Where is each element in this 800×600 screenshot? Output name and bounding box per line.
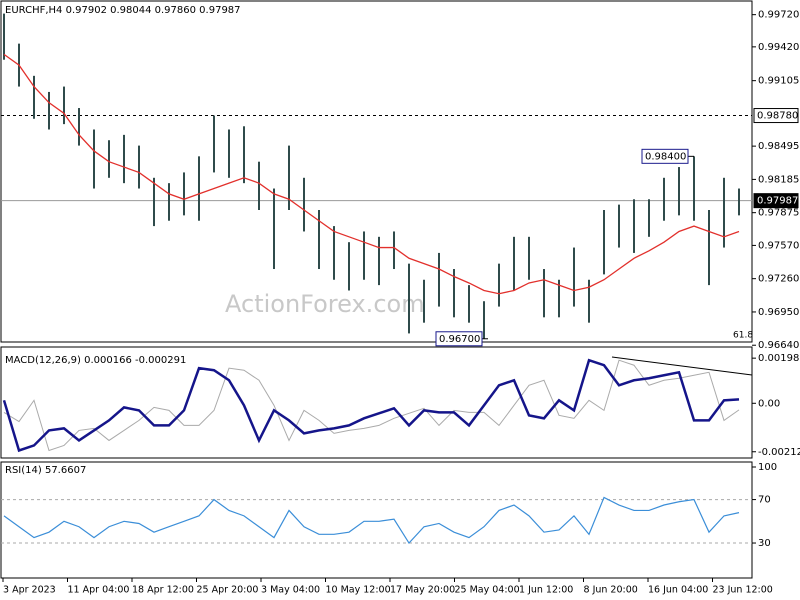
y-tick-label: 0.96950 bbox=[758, 307, 799, 318]
x-tick-label: 10 May 12:00 bbox=[326, 585, 391, 596]
y-tick-label: 0.00198 bbox=[758, 353, 799, 364]
chart-title: EURCHF,H4 0.97902 0.98044 0.97860 0.9798… bbox=[5, 5, 241, 16]
x-tick-label: 11 Apr 04:00 bbox=[68, 585, 130, 596]
macd-line bbox=[3, 359, 740, 452]
y-tick-label: 100 bbox=[758, 462, 777, 473]
y-tick-label: 0.97260 bbox=[758, 274, 799, 285]
x-tick-label: 1 Jun 12:00 bbox=[519, 585, 573, 596]
price-panel bbox=[0, 0, 753, 343]
level-label-box bbox=[753, 108, 799, 124]
x-tick-label: 8 Jun 20:00 bbox=[584, 585, 638, 596]
y-tick-label: 0.98185 bbox=[758, 174, 799, 185]
x-tick-label: 18 Apr 12:00 bbox=[132, 585, 194, 596]
annotation-box bbox=[641, 148, 689, 164]
macd-title: MACD(12,26,9) 0.000166 -0.000291 bbox=[5, 355, 186, 366]
x-tick-label: 16 Jun 04:00 bbox=[648, 585, 708, 596]
x-tick-label: 17 May 20:00 bbox=[390, 585, 455, 596]
macd-line bbox=[2, 358, 740, 453]
y-tick-label: 0.97570 bbox=[758, 240, 799, 251]
y-tick-label: 0.96640 bbox=[758, 340, 799, 351]
level-label-box bbox=[753, 193, 799, 209]
y-tick-label: 0.99105 bbox=[758, 76, 799, 87]
x-tick-label: 25 Apr 20:00 bbox=[197, 585, 259, 596]
y-tick-label: 0.99720 bbox=[758, 10, 799, 21]
annotation-box bbox=[435, 331, 483, 347]
x-tick-label: 25 May 04:00 bbox=[455, 585, 520, 596]
y-tick-label: 0.99420 bbox=[758, 42, 799, 53]
macd-panel bbox=[0, 346, 753, 459]
rsi-title: RSI(14) 57.6607 bbox=[5, 465, 86, 476]
annotation: 0.96700 bbox=[439, 334, 480, 345]
x-tick-label: 3 May 04:00 bbox=[261, 585, 320, 596]
y-tick-label: 0.98495 bbox=[758, 141, 799, 152]
x-tick-label: 3 Apr 2023 bbox=[3, 585, 56, 596]
rsi-line bbox=[3, 496, 740, 545]
moving-average bbox=[3, 53, 740, 295]
macd-trendline bbox=[611, 356, 753, 376]
level-label: 0.97987 bbox=[757, 196, 798, 207]
annotation: 0.98400 bbox=[645, 151, 686, 162]
x-tick-label: 23 Jun 12:00 bbox=[713, 585, 773, 596]
y-tick-label: -0.002126 bbox=[758, 447, 800, 458]
y-tick-label: 0.00 bbox=[758, 398, 780, 409]
level-label: 0.98780 bbox=[757, 111, 798, 122]
rsi-panel bbox=[0, 461, 753, 579]
annotation: 61.8 bbox=[733, 331, 753, 341]
watermark: ActionForex.com bbox=[225, 290, 425, 318]
y-tick-label: 70 bbox=[758, 495, 771, 506]
y-tick-label: 30 bbox=[758, 538, 771, 549]
y-tick-label: 0.97875 bbox=[758, 208, 799, 219]
